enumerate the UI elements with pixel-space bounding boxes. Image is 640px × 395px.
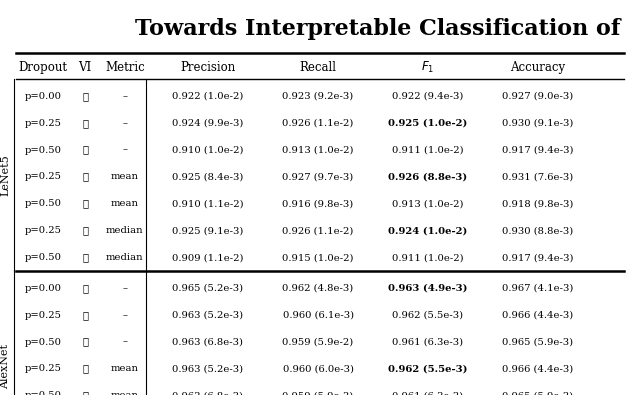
Text: median: median <box>106 253 143 262</box>
Text: ✗: ✗ <box>82 119 88 128</box>
Text: VI: VI <box>79 61 92 73</box>
Text: 0.930 (8.8e-3): 0.930 (8.8e-3) <box>502 226 573 235</box>
Text: 0.910 (1.1e-2): 0.910 (1.1e-2) <box>172 199 244 208</box>
Text: 0.926 (8.8e-3): 0.926 (8.8e-3) <box>388 173 467 181</box>
Text: ✗: ✗ <box>82 146 88 154</box>
Text: p=0.00: p=0.00 <box>24 284 61 293</box>
Text: 0.963 (5.2e-3): 0.963 (5.2e-3) <box>172 365 244 373</box>
Text: mean: mean <box>111 391 139 395</box>
Text: –: – <box>122 338 127 346</box>
Text: Towards Interpretable Classification of: Towards Interpretable Classification of <box>136 18 621 40</box>
Text: 0.926 (1.1e-2): 0.926 (1.1e-2) <box>282 226 354 235</box>
Text: 0.925 (9.1e-3): 0.925 (9.1e-3) <box>172 226 244 235</box>
Text: p=0.50: p=0.50 <box>24 338 61 346</box>
Text: 0.966 (4.4e-3): 0.966 (4.4e-3) <box>502 365 573 373</box>
Text: 0.918 (9.8e-3): 0.918 (9.8e-3) <box>502 199 573 208</box>
Text: 0.911 (1.0e-2): 0.911 (1.0e-2) <box>392 146 463 154</box>
Text: ✓: ✓ <box>82 173 88 181</box>
Text: p=0.25: p=0.25 <box>24 119 61 128</box>
Text: 0.931 (7.6e-3): 0.931 (7.6e-3) <box>502 173 573 181</box>
Text: 0.927 (9.0e-3): 0.927 (9.0e-3) <box>502 92 573 101</box>
Text: 0.967 (4.1e-3): 0.967 (4.1e-3) <box>502 284 573 293</box>
Text: 0.966 (4.4e-3): 0.966 (4.4e-3) <box>502 311 573 320</box>
Text: ✗: ✗ <box>82 311 88 320</box>
Text: 0.963 (5.2e-3): 0.963 (5.2e-3) <box>172 311 244 320</box>
Text: p=0.50: p=0.50 <box>24 146 61 154</box>
Text: 0.927 (9.7e-3): 0.927 (9.7e-3) <box>282 173 354 181</box>
Text: 0.926 (1.1e-2): 0.926 (1.1e-2) <box>282 119 354 128</box>
Text: 0.965 (5.9e-3): 0.965 (5.9e-3) <box>502 338 573 346</box>
Text: 0.916 (9.8e-3): 0.916 (9.8e-3) <box>282 199 354 208</box>
Text: –: – <box>122 284 127 293</box>
Text: Metric: Metric <box>105 61 145 73</box>
Text: –: – <box>122 311 127 320</box>
Text: 0.913 (1.0e-2): 0.913 (1.0e-2) <box>392 199 463 208</box>
Text: median: median <box>106 226 143 235</box>
Text: AlexNet: AlexNet <box>0 344 10 389</box>
Text: 0.962 (5.5e-3): 0.962 (5.5e-3) <box>388 365 467 373</box>
Text: ✗: ✗ <box>82 284 88 293</box>
Text: –: – <box>122 146 127 154</box>
Text: p=0.25: p=0.25 <box>24 365 61 373</box>
Text: 0.917 (9.4e-3): 0.917 (9.4e-3) <box>502 146 573 154</box>
Text: mean: mean <box>111 173 139 181</box>
Text: 0.923 (9.2e-3): 0.923 (9.2e-3) <box>282 92 354 101</box>
Text: –: – <box>122 119 127 128</box>
Text: Accuracy: Accuracy <box>510 61 565 73</box>
Text: 0.961 (6.3e-3): 0.961 (6.3e-3) <box>392 391 463 395</box>
Text: p=0.50: p=0.50 <box>24 391 61 395</box>
Text: 0.962 (5.5e-3): 0.962 (5.5e-3) <box>392 311 463 320</box>
Text: mean: mean <box>111 365 139 373</box>
Text: 0.962 (4.8e-3): 0.962 (4.8e-3) <box>282 284 354 293</box>
Text: 0.925 (1.0e-2): 0.925 (1.0e-2) <box>388 119 467 128</box>
Text: 0.965 (5.9e-3): 0.965 (5.9e-3) <box>502 391 573 395</box>
Text: $F_1$: $F_1$ <box>421 60 434 75</box>
Text: 0.959 (5.9e-2): 0.959 (5.9e-2) <box>282 338 354 346</box>
Text: 0.925 (8.4e-3): 0.925 (8.4e-3) <box>172 173 244 181</box>
Text: 0.959 (5.9e-3): 0.959 (5.9e-3) <box>282 391 354 395</box>
Text: 0.963 (4.9e-3): 0.963 (4.9e-3) <box>388 284 467 293</box>
Text: 0.911 (1.0e-2): 0.911 (1.0e-2) <box>392 253 463 262</box>
Text: p=0.25: p=0.25 <box>24 173 61 181</box>
Text: p=0.50: p=0.50 <box>24 199 61 208</box>
Text: p=0.00: p=0.00 <box>24 92 61 101</box>
Text: ✓: ✓ <box>82 226 88 235</box>
Text: ✓: ✓ <box>82 253 88 262</box>
Text: 0.913 (1.0e-2): 0.913 (1.0e-2) <box>282 146 354 154</box>
Text: 0.965 (5.2e-3): 0.965 (5.2e-3) <box>172 284 244 293</box>
Text: mean: mean <box>111 199 139 208</box>
Text: 0.915 (1.0e-2): 0.915 (1.0e-2) <box>282 253 354 262</box>
Text: p=0.25: p=0.25 <box>24 311 61 320</box>
Text: p=0.25: p=0.25 <box>24 226 61 235</box>
Text: Dropout: Dropout <box>19 61 67 73</box>
Text: 0.924 (1.0e-2): 0.924 (1.0e-2) <box>388 226 467 235</box>
Text: 0.909 (1.1e-2): 0.909 (1.1e-2) <box>172 253 244 262</box>
Text: ✗: ✗ <box>82 92 88 101</box>
Text: Recall: Recall <box>300 61 337 73</box>
Text: ✗: ✗ <box>82 338 88 346</box>
Text: 0.924 (9.9e-3): 0.924 (9.9e-3) <box>172 119 244 128</box>
Text: p=0.50: p=0.50 <box>24 253 61 262</box>
Text: 0.963 (6.8e-3): 0.963 (6.8e-3) <box>173 391 243 395</box>
Text: 0.961 (6.3e-3): 0.961 (6.3e-3) <box>392 338 463 346</box>
Text: 0.960 (6.0e-3): 0.960 (6.0e-3) <box>283 365 353 373</box>
Text: ✓: ✓ <box>82 199 88 208</box>
Text: 0.960 (6.1e-3): 0.960 (6.1e-3) <box>282 311 354 320</box>
Text: ✓: ✓ <box>82 391 88 395</box>
Text: –: – <box>122 92 127 101</box>
Text: 0.963 (6.8e-3): 0.963 (6.8e-3) <box>173 338 243 346</box>
Text: 0.922 (1.0e-2): 0.922 (1.0e-2) <box>172 92 244 101</box>
Text: LeNet5: LeNet5 <box>0 154 10 196</box>
Text: 0.922 (9.4e-3): 0.922 (9.4e-3) <box>392 92 463 101</box>
Text: ✓: ✓ <box>82 365 88 373</box>
Text: Precision: Precision <box>180 61 236 73</box>
Text: 0.917 (9.4e-3): 0.917 (9.4e-3) <box>502 253 573 262</box>
Text: 0.910 (1.0e-2): 0.910 (1.0e-2) <box>172 146 244 154</box>
Text: 0.930 (9.1e-3): 0.930 (9.1e-3) <box>502 119 573 128</box>
